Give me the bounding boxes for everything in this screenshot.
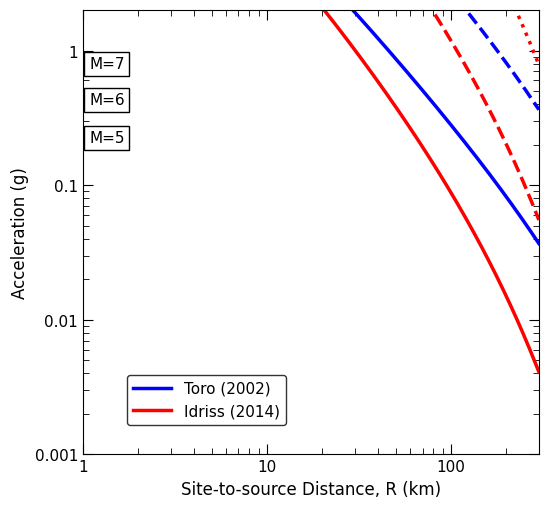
Legend: Toro (2002), Idriss (2014): Toro (2002), Idriss (2014) xyxy=(127,375,285,425)
X-axis label: Site-to-source Distance, R (km): Site-to-source Distance, R (km) xyxy=(181,480,441,498)
Text: M=7: M=7 xyxy=(89,57,124,72)
Text: M=6: M=6 xyxy=(89,93,125,108)
Text: M=5: M=5 xyxy=(89,131,124,146)
Y-axis label: Acceleration (g): Acceleration (g) xyxy=(11,167,29,299)
